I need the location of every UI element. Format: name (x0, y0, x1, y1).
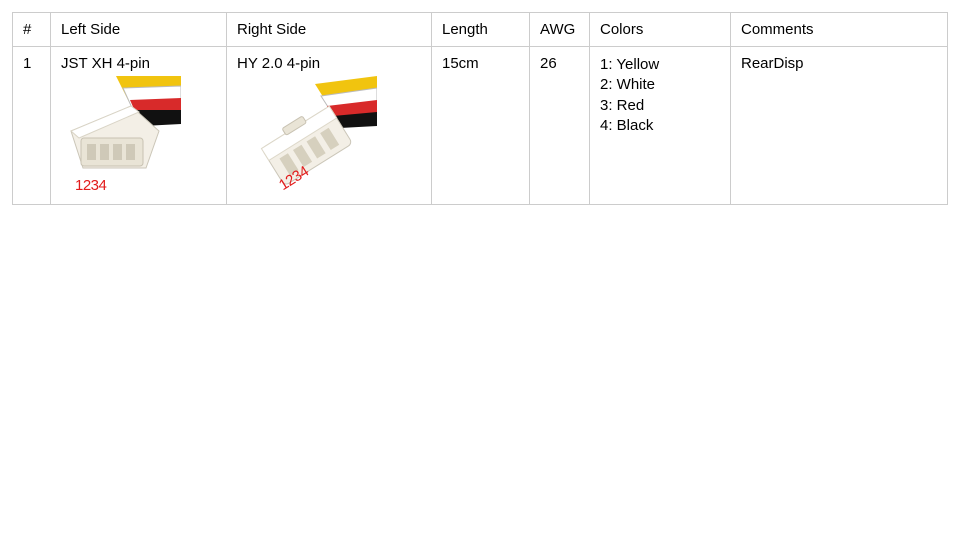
cell-right-side: HY 2.0 4-pin (227, 47, 432, 205)
col-header-awg: AWG (530, 13, 590, 47)
cell-colors: 1: Yellow 2: White 3: Red 4: Black (590, 47, 731, 205)
cell-length: 15cm (432, 47, 530, 205)
col-header-num: # (13, 13, 51, 47)
col-header-length: Length (432, 13, 530, 47)
left-connector-label: JST XH 4-pin (61, 55, 216, 72)
cable-spec-table: # Left Side Right Side Length AWG Colors… (12, 12, 948, 205)
table-row: 1 JST XH 4-pin (13, 47, 948, 205)
table-header-row: # Left Side Right Side Length AWG Colors… (13, 13, 948, 47)
cell-num: 1 (13, 47, 51, 205)
cell-left-side: JST XH 4-pin (51, 47, 227, 205)
col-header-comments: Comments (731, 13, 948, 47)
right-connector-label: HY 2.0 4-pin (237, 55, 421, 72)
cell-awg: 26 (530, 47, 590, 205)
jst-xh-connector-icon (61, 76, 181, 176)
col-header-left: Left Side (51, 13, 227, 47)
col-header-right: Right Side (227, 13, 432, 47)
colors-list: 1: Yellow 2: White 3: Red 4: Black (600, 55, 720, 136)
left-pin-numbers: 1234 (75, 177, 106, 194)
right-connector-figure: 1234 (237, 76, 421, 196)
cell-comments: RearDisp (731, 47, 948, 205)
col-header-colors: Colors (590, 13, 731, 47)
left-connector-figure: 1234 (61, 76, 216, 196)
